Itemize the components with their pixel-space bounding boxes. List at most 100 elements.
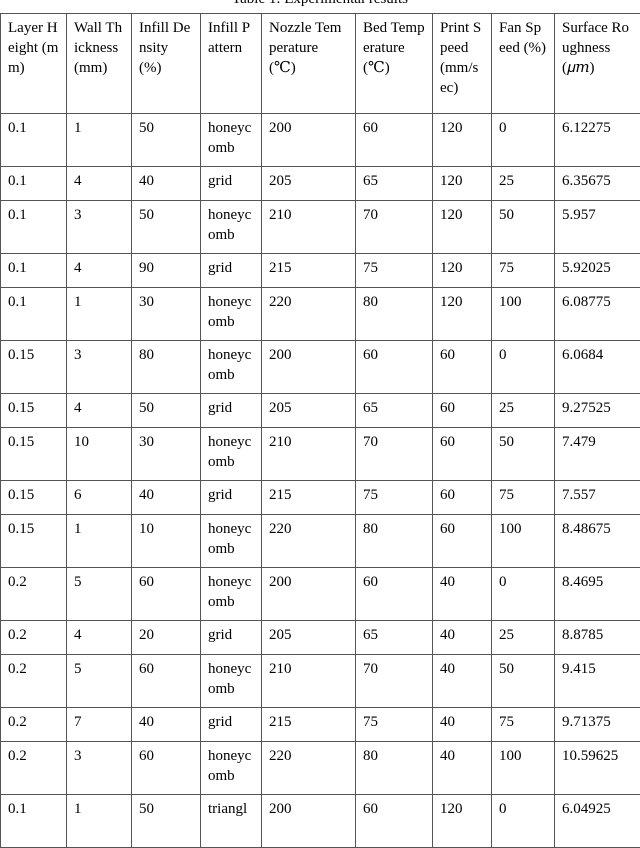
table-cell: 1: [67, 515, 132, 568]
table-cell: 20: [132, 621, 201, 655]
table-cell: 0.1: [1, 201, 67, 254]
table-cell: 0.15: [1, 515, 67, 568]
table-cell: 60: [132, 568, 201, 621]
table-cell: grid: [201, 254, 262, 288]
table-cell: 75: [492, 481, 555, 515]
table-cell: 0: [492, 568, 555, 621]
table-cell: triangl: [201, 795, 262, 848]
table-cell: 5: [67, 655, 132, 708]
table-cell: 4: [67, 394, 132, 428]
table-cell: 0.2: [1, 621, 67, 655]
table-cell: 60: [132, 655, 201, 708]
table-cell: 9.415: [555, 655, 640, 708]
table-cell: 0.2: [1, 742, 67, 795]
table-cell: 5: [67, 568, 132, 621]
table-cell: 50: [132, 201, 201, 254]
table-cell: 75: [356, 254, 433, 288]
table-cell: 215: [262, 708, 356, 742]
table-cell: 4: [67, 167, 132, 201]
column-header: Wall Thickness (mm): [67, 14, 132, 114]
table-cell: 120: [433, 201, 492, 254]
table-cell: honeycomb: [201, 201, 262, 254]
table-cell: 3: [67, 742, 132, 795]
table-cell: 0.2: [1, 708, 67, 742]
column-header: Infill Density (%): [132, 14, 201, 114]
table-cell: 75: [492, 708, 555, 742]
table-cell: grid: [201, 621, 262, 655]
table-cell: 30: [132, 288, 201, 341]
table-cell: 0.1: [1, 167, 67, 201]
table-cell: honeycomb: [201, 515, 262, 568]
table-cell: 60: [433, 341, 492, 394]
table-cell: 10: [67, 428, 132, 481]
table-cell: 220: [262, 288, 356, 341]
table-cell: 75: [356, 481, 433, 515]
table-cell: 60: [433, 481, 492, 515]
table-cell: 60: [356, 795, 433, 848]
table-cell: 40: [433, 708, 492, 742]
table-cell: 100: [492, 288, 555, 341]
table-cell: 0.15: [1, 394, 67, 428]
table-cell: 1: [67, 795, 132, 848]
table-cell: grid: [201, 708, 262, 742]
table-cell: 50: [492, 201, 555, 254]
table-cell: 50: [132, 394, 201, 428]
table-cell: 40: [132, 167, 201, 201]
table-cell: 8.8785: [555, 621, 640, 655]
table-cell: 0.1: [1, 114, 67, 167]
table-cell: 6.12275: [555, 114, 640, 167]
table-cell: 10: [132, 515, 201, 568]
table-cell: 0.15: [1, 341, 67, 394]
table-cell: 4: [67, 254, 132, 288]
table-cell: 6.35675: [555, 167, 640, 201]
table-cell: 9.71375: [555, 708, 640, 742]
table-cell: 65: [356, 621, 433, 655]
table-caption: Table 1: Experimental results: [0, 0, 640, 8]
table-cell: honeycomb: [201, 428, 262, 481]
table-cell: 5.957: [555, 201, 640, 254]
table-cell: 4: [67, 621, 132, 655]
table-cell: 40: [433, 568, 492, 621]
table-cell: grid: [201, 167, 262, 201]
table-cell: 80: [356, 288, 433, 341]
table-cell: 60: [433, 428, 492, 481]
table-cell: 40: [132, 708, 201, 742]
table-cell: 205: [262, 621, 356, 655]
table-cell: 7.557: [555, 481, 640, 515]
table-cell: 65: [356, 167, 433, 201]
table-cell: 25: [492, 167, 555, 201]
table-cell: 0: [492, 114, 555, 167]
table-cell: 100: [492, 515, 555, 568]
table-cell: 25: [492, 621, 555, 655]
table-cell: 0.1: [1, 795, 67, 848]
table-cell: 200: [262, 341, 356, 394]
table-cell: 40: [433, 621, 492, 655]
table-cell: 210: [262, 655, 356, 708]
table-cell: 205: [262, 167, 356, 201]
table-cell: 60: [356, 341, 433, 394]
column-header: Bed Temperature (℃): [356, 14, 433, 114]
table-cell: 7.479: [555, 428, 640, 481]
table-cell: 6: [67, 481, 132, 515]
table-cell: 0.2: [1, 655, 67, 708]
table-cell: honeycomb: [201, 742, 262, 795]
table-cell: 70: [356, 655, 433, 708]
table-cell: 120: [433, 167, 492, 201]
table-cell: 8.4695: [555, 568, 640, 621]
table-cell: 10.59625: [555, 742, 640, 795]
table-cell: 3: [67, 341, 132, 394]
table-cell: honeycomb: [201, 341, 262, 394]
table-cell: 60: [356, 114, 433, 167]
table-cell: 80: [356, 742, 433, 795]
table-cell: 50: [132, 795, 201, 848]
table-cell: 205: [262, 394, 356, 428]
table-cell: 120: [433, 114, 492, 167]
